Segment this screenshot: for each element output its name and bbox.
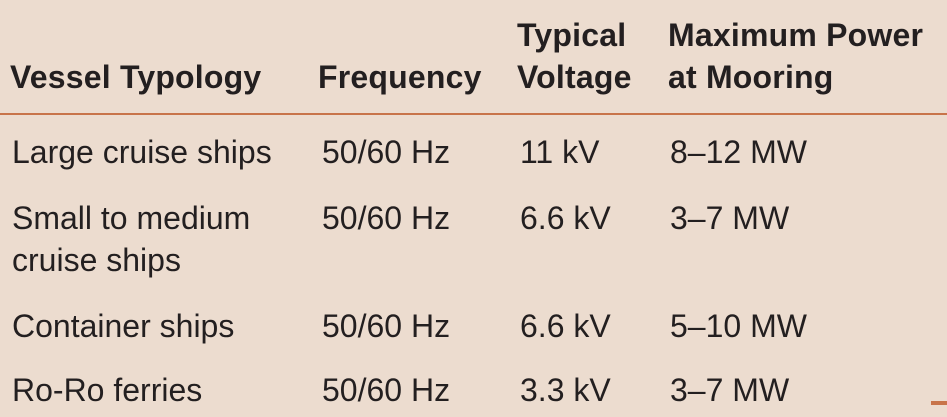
voltage-cell: 11 kV [520, 134, 600, 170]
voltage-cell: 6.6 kV [520, 200, 611, 236]
vessel-cell-line2: cruise ships [12, 242, 181, 278]
header-typical-voltage-line2: Voltage [517, 59, 632, 95]
voltage-cell: 3.3 kV [520, 372, 611, 408]
header-vessel-typology: Vessel Typology [10, 56, 261, 98]
frequency-cell: 50/60 Hz [322, 134, 451, 170]
power-cell: 8–12 MW [670, 134, 807, 170]
header-typical-voltage-line1: Typical [517, 17, 627, 53]
header-maximum-power-line2: at Mooring [668, 59, 834, 95]
header-divider [0, 113, 947, 115]
header-maximum-power-line1: Maximum Power [668, 17, 924, 53]
power-cell: 3–7 MW [670, 372, 790, 408]
power-cell: 3–7 MW [670, 200, 790, 236]
header-vessel-typology-label: Vessel Typology [10, 59, 262, 95]
vessel-cell-line1: Small to medium [12, 200, 251, 236]
voltage-cell: 6.6 kV [520, 308, 611, 344]
frequency-cell: 50/60 Hz [322, 308, 451, 344]
header-typical-voltage: Typical Voltage [517, 14, 632, 98]
header-frequency-label: Frequency [318, 59, 482, 95]
vessel-cell: Large cruise ships [12, 134, 272, 170]
header-frequency: Frequency [318, 56, 482, 98]
power-cell: 5–10 MW [670, 308, 807, 344]
vessel-cell: Container ships [12, 308, 235, 344]
frequency-cell: 50/60 Hz [322, 200, 451, 236]
vessel-cell: Ro-Ro ferries [12, 372, 203, 408]
frequency-cell: 50/60 Hz [322, 372, 451, 408]
edge-marker [931, 401, 947, 405]
header-maximum-power: Maximum Power at Mooring [668, 14, 923, 98]
vessel-cell: Small to medium cruise ships [12, 197, 250, 281]
